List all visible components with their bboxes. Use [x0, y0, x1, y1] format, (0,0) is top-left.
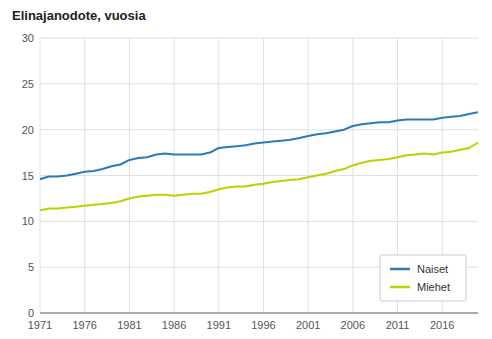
x-grid-line — [352, 38, 353, 313]
y-grid-line — [40, 175, 478, 176]
x-grid-line — [174, 38, 175, 313]
legend-label: Naiset — [417, 263, 448, 275]
legend-swatch — [390, 268, 410, 271]
y-grid-line — [40, 129, 478, 130]
y-tick-label: 5 — [28, 261, 34, 273]
y-grid-line — [40, 313, 478, 314]
y-grid-line — [40, 38, 478, 39]
x-axis-line — [40, 313, 478, 314]
x-tick-label: 1971 — [28, 319, 52, 331]
series-group — [40, 112, 478, 210]
x-grid-line — [263, 38, 264, 313]
y-tick-label: 20 — [22, 124, 34, 136]
x-grid-line — [129, 38, 130, 313]
x-tick-label: 2006 — [341, 319, 365, 331]
y-tick-label: 15 — [22, 170, 34, 182]
axes: 0 5 10 15 20 25 30 1971 1976 1981 1986 1991 1996 2001… — [22, 32, 478, 331]
x-grid-line — [218, 38, 219, 313]
x-tick-label: 2016 — [430, 319, 454, 331]
series-line — [40, 143, 478, 211]
legend: Naiset Miehet — [380, 255, 466, 301]
series-line — [40, 112, 478, 179]
x-tick-label: 1981 — [117, 319, 141, 331]
y-tick-label: 0 — [28, 307, 34, 319]
x-grid-line — [308, 38, 309, 313]
chart-container: Elinajanodote, vuosia 0 5 10 15 20 25 30 1971 197… — [0, 0, 492, 339]
legend-box — [380, 255, 466, 301]
x-tick-label: 2001 — [296, 319, 320, 331]
y-grid-line — [40, 83, 478, 84]
title: Elinajanodote, vuosia — [12, 8, 146, 23]
chart-svg: Elinajanodote, vuosia 0 5 10 15 20 25 30 1971 197… — [0, 0, 492, 339]
x-tick-label: 1986 — [162, 319, 186, 331]
x-grid-line — [84, 38, 85, 313]
y-tick-label: 30 — [22, 32, 34, 44]
x-tick-label: 1991 — [207, 319, 231, 331]
grid — [40, 38, 478, 313]
y-grid-line — [40, 221, 478, 222]
y-tick-label: 10 — [22, 215, 34, 227]
x-tick-label: 1976 — [72, 319, 96, 331]
y-tick-label: 25 — [22, 78, 34, 90]
x-grid-line — [40, 38, 41, 313]
x-tick-label: 2011 — [386, 319, 410, 331]
legend-swatch — [390, 286, 410, 289]
legend-label: Miehet — [417, 281, 450, 293]
x-tick-label: 1996 — [251, 319, 275, 331]
